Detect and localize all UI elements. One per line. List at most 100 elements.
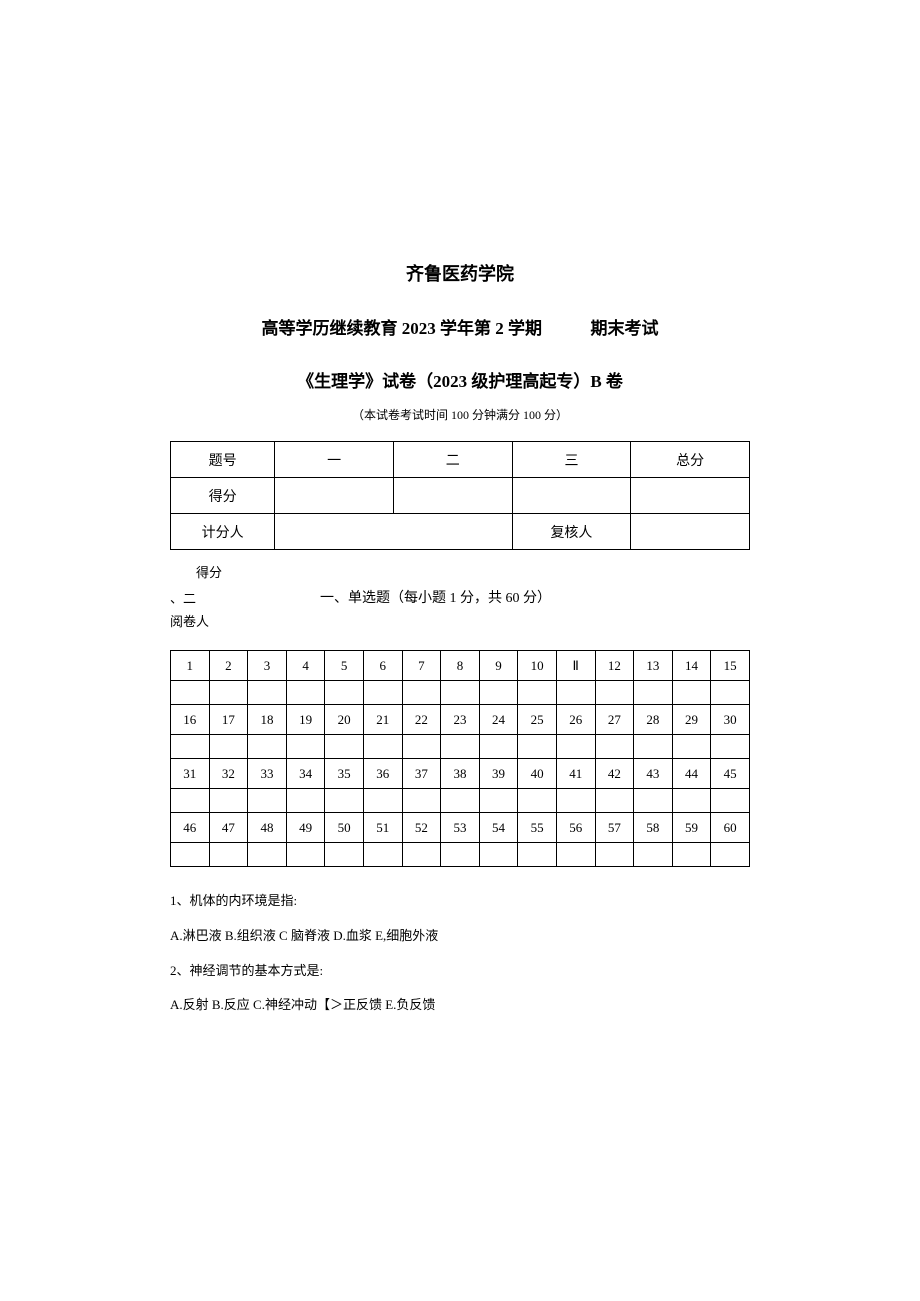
grid-cell: 38 [441, 759, 480, 789]
grid-row-3-ans [171, 789, 750, 813]
grid-cell [556, 789, 595, 813]
grid-cell: 28 [634, 705, 673, 735]
cell-empty [393, 478, 512, 514]
grid-cell: 5 [325, 651, 364, 681]
cell-label: 题号 [171, 442, 275, 478]
grid-cell: 52 [402, 813, 441, 843]
answer-grid: 1 2 3 4 5 6 7 8 9 10 Ⅱ 12 13 14 15 16 17… [170, 650, 750, 867]
grid-cell [479, 789, 518, 813]
grid-cell: Ⅱ [556, 651, 595, 681]
grid-cell [325, 843, 364, 867]
mini-reviewer: 阅卷人 [170, 611, 750, 630]
grid-cell: 58 [634, 813, 673, 843]
grid-cell: 25 [518, 705, 557, 735]
grid-cell [248, 843, 287, 867]
grid-cell: 29 [672, 705, 711, 735]
question-2: 2、神经调节的基本方式是: [170, 961, 750, 982]
grid-cell: 13 [634, 651, 673, 681]
grid-cell [479, 843, 518, 867]
grid-cell [441, 843, 480, 867]
question-2-options: A.反射 B.反应 C.神经冲动【＞正反馈 E.负反馈 [170, 995, 750, 1016]
cell-empty [631, 478, 750, 514]
grid-cell: 17 [209, 705, 248, 735]
grid-cell [286, 681, 325, 705]
grid-row-3: 31 32 33 34 35 36 37 38 39 40 41 42 43 4… [171, 759, 750, 789]
grid-cell [209, 789, 248, 813]
grid-cell: 7 [402, 651, 441, 681]
grid-cell [402, 843, 441, 867]
grid-cell: 4 [286, 651, 325, 681]
exam-title: 《生理学》试卷（2023 级护理高起专）B 卷 [170, 367, 750, 392]
grid-cell [634, 789, 673, 813]
grid-cell: 39 [479, 759, 518, 789]
grid-cell: 12 [595, 651, 634, 681]
grid-cell: 47 [209, 813, 248, 843]
grid-cell: 45 [711, 759, 750, 789]
cell-scorer-label: 计分人 [171, 514, 275, 550]
grid-cell [363, 843, 402, 867]
grid-cell [286, 735, 325, 759]
grid-cell [441, 681, 480, 705]
grid-cell: 36 [363, 759, 402, 789]
semester-left: 高等学历继续教育 2023 学年第 2 学期 [262, 319, 543, 338]
grid-cell: 34 [286, 759, 325, 789]
grid-cell: 48 [248, 813, 287, 843]
grid-cell: 27 [595, 705, 634, 735]
grid-cell: 53 [441, 813, 480, 843]
grid-cell [556, 681, 595, 705]
grid-cell [556, 843, 595, 867]
grid-cell [518, 681, 557, 705]
grid-cell: 46 [171, 813, 210, 843]
grid-cell [248, 735, 287, 759]
grid-cell: 44 [672, 759, 711, 789]
score-row-header: 题号 一 二 三 总分 [171, 442, 750, 478]
cell-two: 二 [393, 442, 512, 478]
grid-cell [595, 843, 634, 867]
grid-cell [363, 735, 402, 759]
exam-info: （本试卷考试时间 100 分钟满分 100 分） [170, 406, 750, 423]
section-title: 一、单选题（每小题 1 分，共 60 分） [320, 587, 551, 607]
grid-cell: 10 [518, 651, 557, 681]
grid-cell: 1 [171, 651, 210, 681]
grid-cell: 24 [479, 705, 518, 735]
grid-cell [402, 735, 441, 759]
grid-cell: 43 [634, 759, 673, 789]
section-left-marker: 、二 [170, 588, 320, 607]
grid-row-4-ans [171, 843, 750, 867]
grid-cell [441, 789, 480, 813]
grid-cell [672, 681, 711, 705]
grid-cell: 20 [325, 705, 364, 735]
cell-one: 一 [275, 442, 394, 478]
grid-cell [363, 789, 402, 813]
grid-cell: 59 [672, 813, 711, 843]
grid-cell [286, 843, 325, 867]
grid-row-1: 1 2 3 4 5 6 7 8 9 10 Ⅱ 12 13 14 15 [171, 651, 750, 681]
grid-cell: 3 [248, 651, 287, 681]
grid-cell [248, 789, 287, 813]
grid-cell: 33 [248, 759, 287, 789]
grid-cell: 37 [402, 759, 441, 789]
grid-cell [595, 735, 634, 759]
grid-cell: 51 [363, 813, 402, 843]
mini-score-label: 得分 [196, 562, 750, 581]
grid-cell: 49 [286, 813, 325, 843]
grid-cell [711, 735, 750, 759]
grid-cell [402, 789, 441, 813]
cell-reviewer-label: 复核人 [512, 514, 631, 550]
grid-cell [171, 843, 210, 867]
grid-cell: 57 [595, 813, 634, 843]
grid-cell [672, 789, 711, 813]
grid-cell: 6 [363, 651, 402, 681]
question-1-options: A.淋巴液 B.组织液 C 脑脊液 D.血浆 E,细胞外液 [170, 926, 750, 947]
section-row: 、二 一、单选题（每小题 1 分，共 60 分） [170, 587, 750, 607]
grid-cell [248, 681, 287, 705]
grid-cell: 9 [479, 651, 518, 681]
grid-cell [595, 681, 634, 705]
grid-cell [325, 789, 364, 813]
cell-total: 总分 [631, 442, 750, 478]
grid-cell [518, 843, 557, 867]
grid-cell: 32 [209, 759, 248, 789]
grid-cell [363, 681, 402, 705]
cell-score-label: 得分 [171, 478, 275, 514]
grid-cell: 23 [441, 705, 480, 735]
